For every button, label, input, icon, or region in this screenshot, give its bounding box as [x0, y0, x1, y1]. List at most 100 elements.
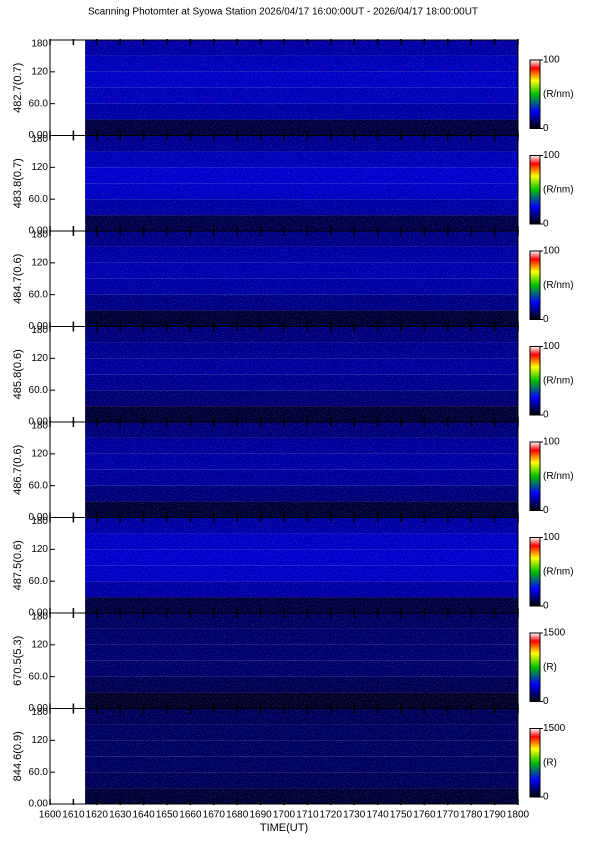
x-tick-label: 1710	[296, 810, 319, 821]
y-tick-label: 180	[31, 421, 48, 432]
x-tick-label: 1760	[413, 810, 436, 821]
noise-texture	[85, 422, 518, 518]
noise-texture	[85, 613, 518, 709]
y-tick-label: 60.0	[29, 194, 49, 205]
noise-texture	[85, 708, 518, 804]
y-tick-label: 180	[31, 230, 48, 241]
y-tick-label: 120	[31, 353, 48, 364]
y-tick-label: 180	[31, 612, 48, 623]
colorbar-tick-label: 1500	[543, 723, 566, 734]
colorbar	[529, 155, 541, 225]
x-tick-label: 1660	[179, 810, 202, 821]
x-tick-label: 1740	[366, 810, 389, 821]
y-tick-label: 180	[31, 39, 48, 50]
y-tick-label: 120	[31, 66, 48, 77]
y-tick-label: 0.00	[29, 417, 49, 428]
y-tick-label: 60.0	[29, 289, 49, 300]
x-tick-label: 1790	[483, 810, 506, 821]
colorbar-tick-label: 100	[543, 437, 560, 448]
colorbar	[529, 537, 541, 607]
colorbar-tick-label: 100	[543, 532, 560, 543]
chart-title: Scanning Photomter at Syowa Station 2026…	[88, 7, 478, 18]
colorbar-tick-label: 100	[543, 246, 560, 257]
y-tick-label: 60.0	[29, 480, 49, 491]
y-tick-label: 60.0	[29, 385, 49, 396]
y-tick-label: 120	[31, 448, 48, 459]
y-tick-label: 180	[31, 707, 48, 718]
y-axis-label: 484.7(0.6)	[12, 254, 24, 304]
colorbar	[529, 632, 541, 702]
noise-texture	[85, 40, 518, 136]
colorbar	[529, 346, 541, 416]
x-tick-label: 1650	[156, 810, 179, 821]
colorbar-tick-label: 0	[543, 219, 549, 230]
colorbar-label: (R)	[543, 662, 557, 673]
y-tick-label: 120	[31, 544, 48, 555]
colorbar-tick-label: 100	[543, 150, 560, 161]
y-tick-label: 0.00	[29, 608, 49, 619]
colorbar-label: (R/nm)	[543, 375, 574, 386]
y-tick-label: 120	[31, 639, 48, 650]
colorbar-label: (R/nm)	[543, 471, 574, 482]
y-axis-label: 483.8(0.7)	[12, 158, 24, 208]
colorbar	[529, 441, 541, 511]
y-tick-label: 120	[31, 162, 48, 173]
x-tick-label: 1770	[437, 810, 460, 821]
colorbar-tick-label: 0	[543, 123, 549, 134]
colorbar-label: (R/nm)	[543, 566, 574, 577]
x-tick-label: 1750	[390, 810, 413, 821]
y-tick-label: 0.00	[29, 321, 49, 332]
y-tick-label: 0.00	[29, 799, 49, 810]
colorbar-tick-label: 0	[543, 601, 549, 612]
y-tick-label: 120	[31, 735, 48, 746]
y-tick-label: 180	[31, 325, 48, 336]
y-tick-label: 60.0	[29, 767, 49, 778]
x-tick-label: 1670	[203, 810, 226, 821]
colorbar-tick-label: 0	[543, 792, 549, 803]
x-tick-label: 1630	[109, 810, 132, 821]
colorbar-label: (R/nm)	[543, 89, 574, 100]
colorbar-tick-label: 0	[543, 505, 549, 516]
y-axis-label: 482.7(0.7)	[12, 63, 24, 113]
noise-texture	[85, 326, 518, 422]
noise-texture	[85, 135, 518, 231]
y-axis-label: 670.5(5.3)	[12, 636, 24, 686]
x-tick-label: 1800	[507, 810, 530, 821]
y-axis-label: 487.5(0.6)	[12, 540, 24, 590]
y-tick-label: 60.0	[29, 98, 49, 109]
x-axis-label: TIME(UT)	[260, 822, 308, 834]
y-tick-label: 60.0	[29, 671, 49, 682]
colorbar-label: (R/nm)	[543, 280, 574, 291]
colorbar-tick-label: 1500	[543, 628, 566, 639]
x-tick-label: 1720	[320, 810, 343, 821]
colorbar-tick-label: 100	[543, 55, 560, 66]
colorbar-tick-label: 0	[543, 696, 549, 707]
x-tick-label: 1680	[226, 810, 249, 821]
y-tick-label: 120	[31, 257, 48, 268]
noise-texture	[85, 231, 518, 327]
x-tick-label: 1730	[343, 810, 366, 821]
y-axis-label: 844.6(0.9)	[12, 731, 24, 781]
x-tick-label: 1600	[39, 810, 62, 821]
x-tick-label: 1610	[62, 810, 85, 821]
y-axis-label: 485.8(0.6)	[12, 349, 24, 399]
y-tick-label: 60.0	[29, 576, 49, 587]
y-tick-label: 0.00	[29, 226, 49, 237]
x-tick-label: 1620	[86, 810, 109, 821]
colorbar-label: (R/nm)	[543, 184, 574, 195]
colorbar	[529, 250, 541, 320]
colorbar-label: (R)	[543, 757, 557, 768]
y-tick-label: 180	[31, 134, 48, 145]
noise-texture	[85, 517, 518, 613]
colorbar	[529, 59, 541, 129]
x-tick-label: 1700	[273, 810, 296, 821]
y-tick-label: 0.00	[29, 703, 49, 714]
y-axis-label: 486.7(0.6)	[12, 445, 24, 495]
colorbar-tick-label: 0	[543, 314, 549, 325]
colorbar	[529, 728, 541, 798]
x-tick-label: 1640	[132, 810, 155, 821]
x-tick-label: 1780	[460, 810, 483, 821]
y-tick-label: 0.00	[29, 130, 49, 141]
colorbar-tick-label: 100	[543, 341, 560, 352]
